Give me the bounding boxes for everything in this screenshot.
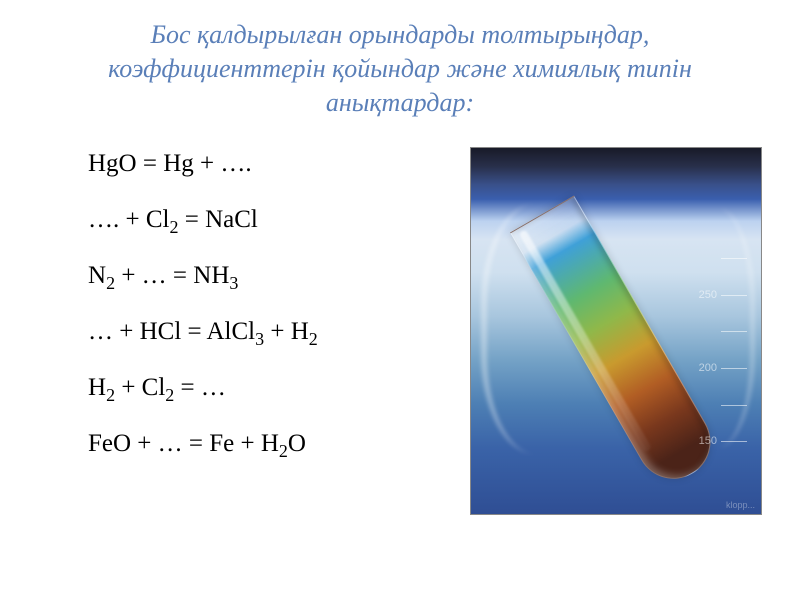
beaker-image: 250 200 150 klopp... <box>470 147 762 515</box>
equation: … + HCl = AlCl3 + H2 <box>88 319 318 344</box>
graduation-mark <box>721 368 747 369</box>
slide-title: Бос қалдырылған орындарды толтырыңдар, к… <box>30 18 770 119</box>
graduation-label: 200 <box>699 362 717 374</box>
equation: …. + Cl2 = NaCl <box>88 207 318 232</box>
graduation-label: 250 <box>699 289 717 301</box>
equation: HgO = Hg + …. <box>88 151 318 176</box>
graduation-mark <box>721 441 747 442</box>
graduation-mark <box>721 258 747 259</box>
graduation-mark <box>721 405 747 406</box>
content-row: HgO = Hg + …. …. + Cl2 = NaCl N2 + … = N… <box>30 147 770 515</box>
equations-list: HgO = Hg + …. …. + Cl2 = NaCl N2 + … = N… <box>30 147 318 487</box>
watermark: klopp... <box>726 500 755 510</box>
equation: FeO + … = Fe + H2O <box>88 431 318 456</box>
test-tube <box>510 196 724 493</box>
equation: H2 + Cl2 = … <box>88 375 318 400</box>
graduation-mark <box>721 331 747 332</box>
equation: N2 + … = NH3 <box>88 263 318 288</box>
image-wrap: 250 200 150 klopp... <box>334 147 770 515</box>
graduation-label: 150 <box>699 435 717 447</box>
graduation-mark <box>721 295 747 296</box>
